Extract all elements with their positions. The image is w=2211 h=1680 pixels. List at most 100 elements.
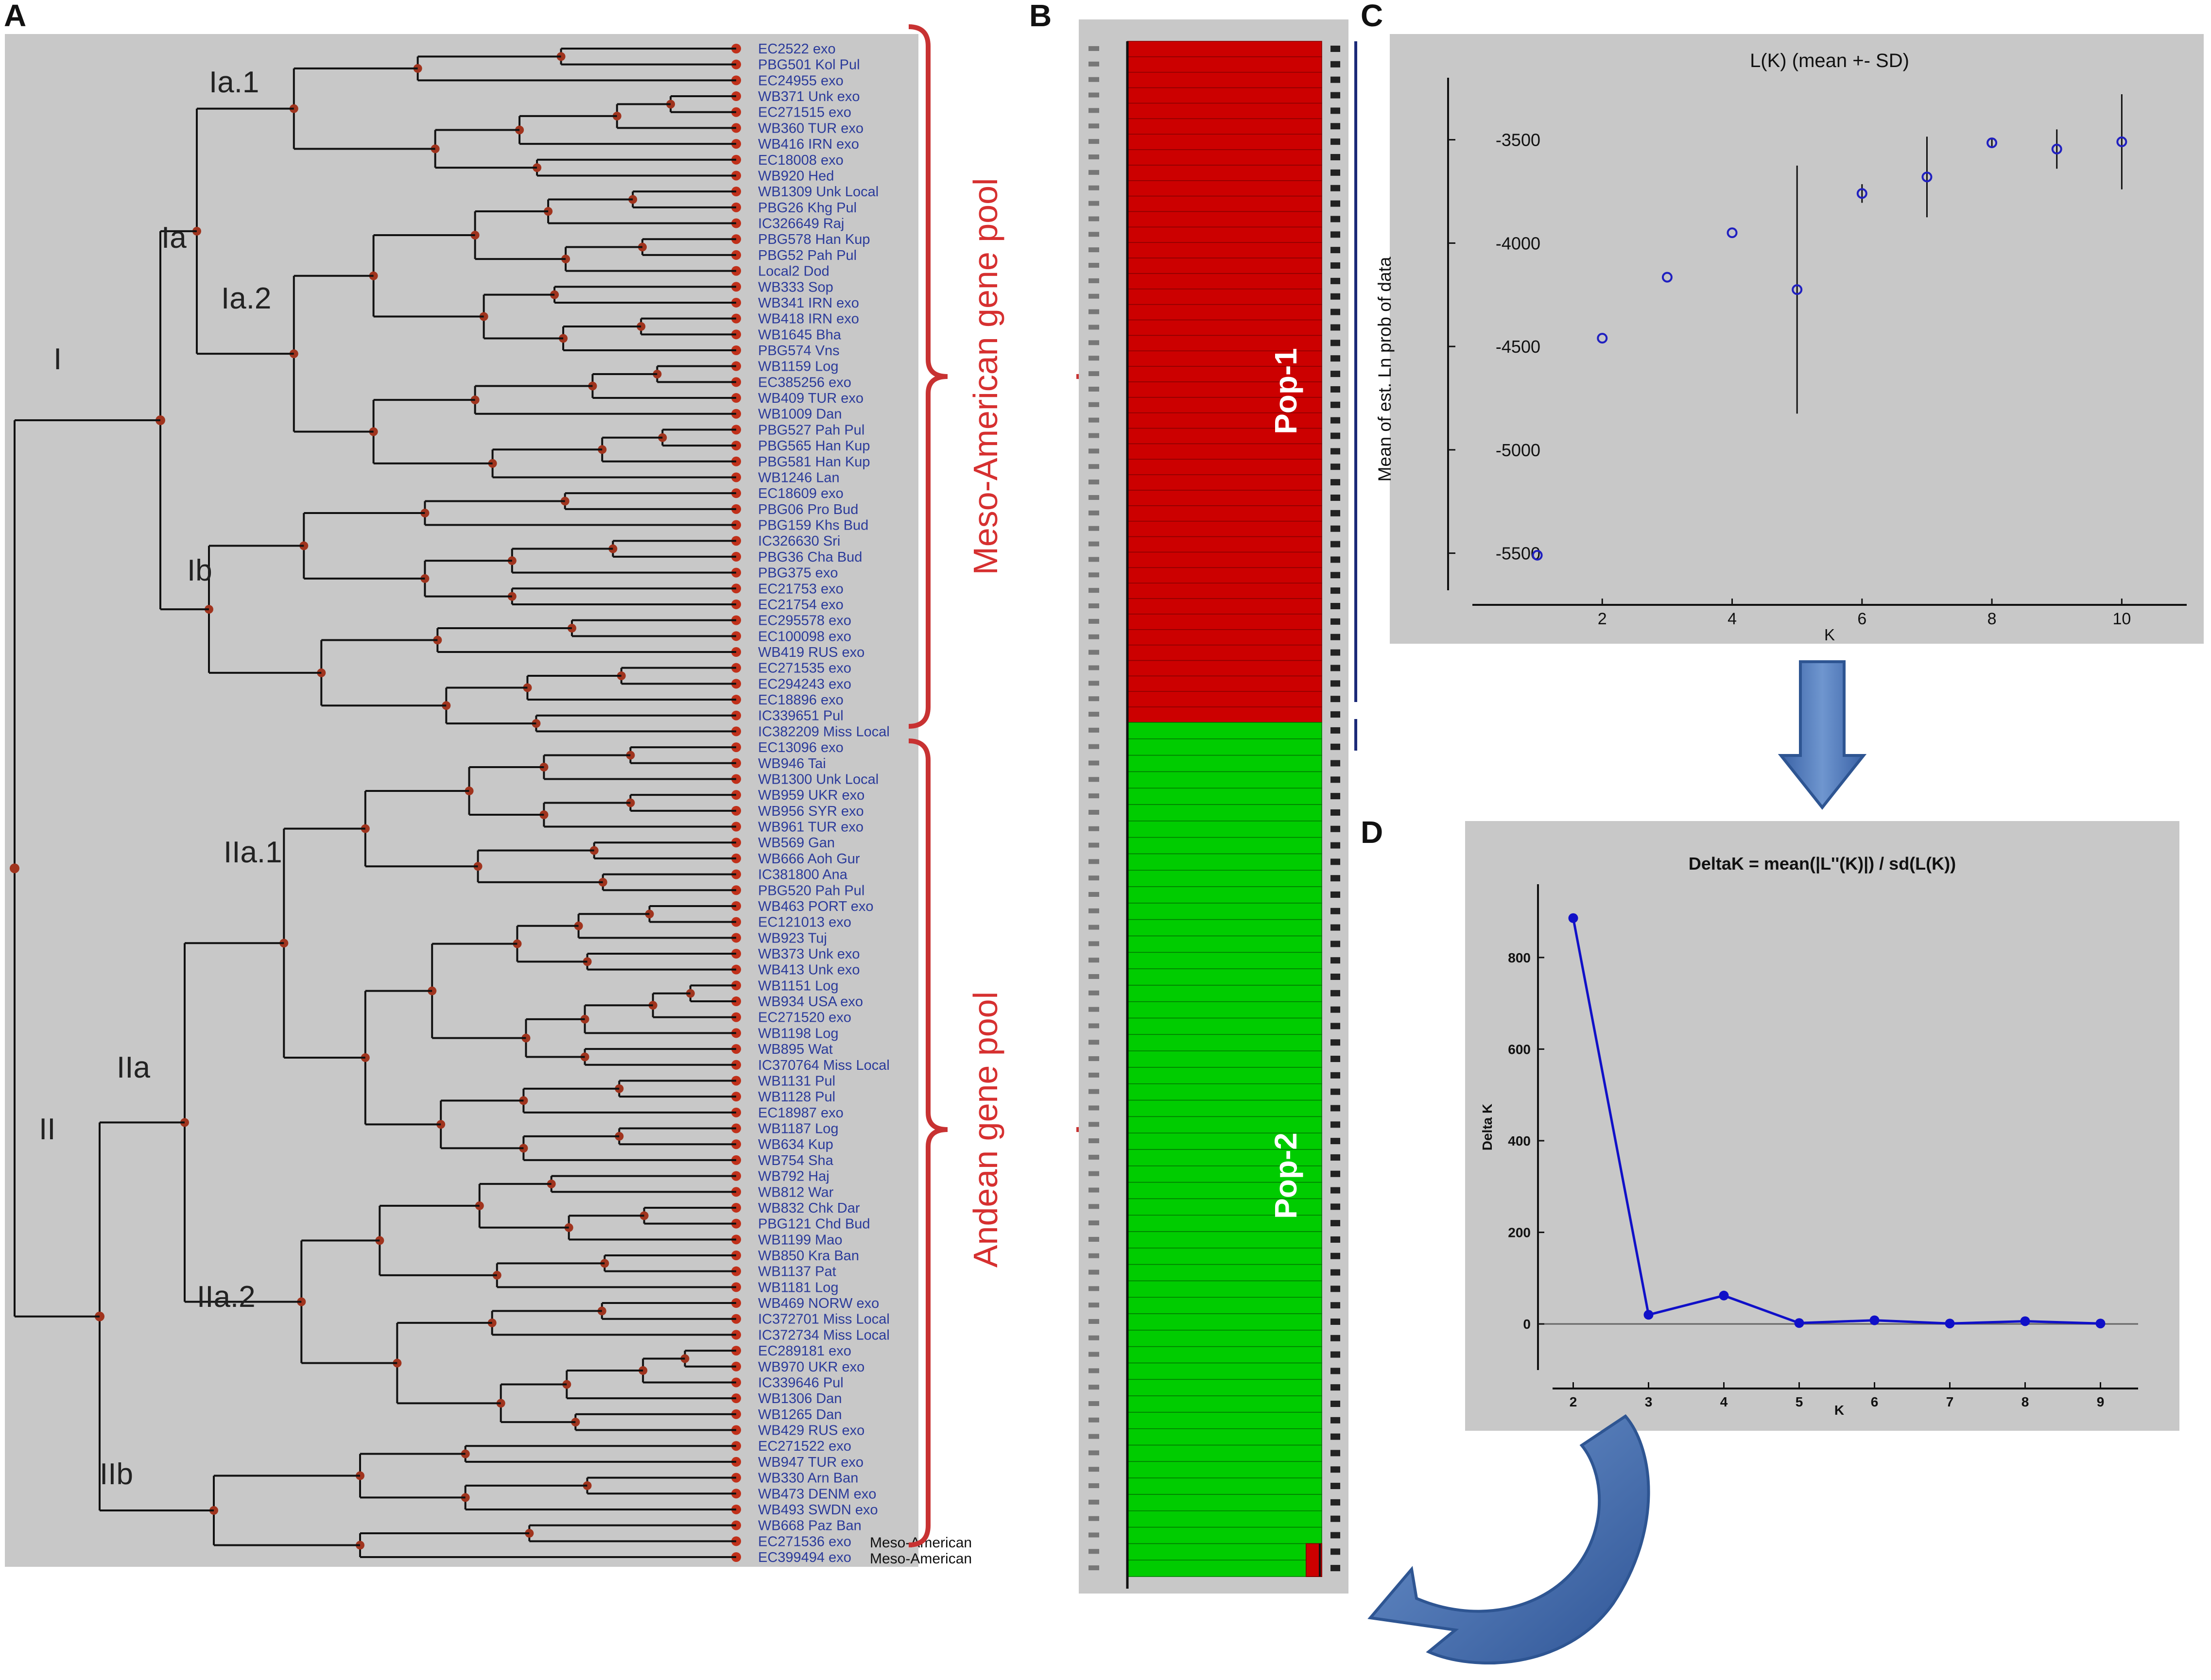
- structure-sample-marker: [1330, 1384, 1340, 1391]
- structure-bar-pop2: [1127, 771, 1322, 789]
- leaf-label: WB1159 Log: [758, 359, 839, 375]
- chart-d-x-tick-label: 3: [1645, 1394, 1653, 1409]
- leaf-label: WB754 Sha: [758, 1153, 834, 1168]
- clade-label-Ia1: Ia.1: [209, 66, 259, 99]
- chart-d-x-tick-label: 9: [2097, 1394, 2105, 1409]
- structure-sample-marker: [1330, 1335, 1340, 1341]
- structure-bar-pop1: [1127, 242, 1322, 258]
- structure-sample-tick: [1088, 958, 1099, 963]
- chart-c-y-tick-label: -3500: [1496, 130, 1540, 150]
- leaf-label: WB1128 Pul: [758, 1089, 835, 1105]
- chart-d-series-line: [1572, 918, 2101, 1325]
- structure-sample-tick: [1088, 201, 1099, 206]
- chart-d-y-tick-label: 800: [1508, 950, 1531, 965]
- chart-c-point: [2051, 143, 2062, 154]
- chart-d-x-tick-label: 4: [1720, 1394, 1728, 1409]
- structure-sample-tick: [1088, 1023, 1099, 1029]
- structure-bar-pop2: [1127, 1362, 1322, 1380]
- structure-bar-pop2: [1127, 1560, 1322, 1577]
- structure-sample-marker: [1330, 1565, 1340, 1572]
- structure-sample-tick: [1088, 402, 1099, 407]
- leaf-label: WB895 Wat: [758, 1042, 833, 1057]
- structure-sample-marker: [1330, 1401, 1340, 1407]
- leaf-label: WB1246 Lan: [758, 470, 840, 485]
- structure-sample-marker: [1330, 92, 1340, 99]
- leaf-label: PBG501 Kol Pul: [758, 57, 860, 73]
- structure-bar-pop2: [1127, 1198, 1322, 1216]
- leaf-label: PBG26 Khg Pul: [758, 200, 857, 216]
- chart-c-point: [1856, 188, 1867, 199]
- leaf-label: PBG574 Vns: [758, 343, 840, 359]
- structure-bar-pop2: [1127, 1313, 1322, 1331]
- leaf-label: IC326649 Raj: [758, 216, 844, 232]
- structure-sample-marker: [1330, 1252, 1340, 1259]
- structure-bar-pop2: [1127, 788, 1322, 805]
- structure-sample-tick: [1088, 1253, 1099, 1258]
- structure-bar-pop2: [1127, 1412, 1322, 1429]
- chart-c-y-tick-label: -4500: [1496, 337, 1540, 357]
- structure-bar-pop2: [1127, 903, 1322, 920]
- structure-sample-tick: [1088, 1516, 1099, 1521]
- structure-sample-tick: [1088, 170, 1099, 175]
- structure-sample-tick: [1088, 464, 1099, 469]
- structure-sample-marker: [1330, 1105, 1340, 1112]
- structure-bar-pop1: [1127, 691, 1322, 707]
- structure-sample-tick: [1088, 650, 1099, 655]
- structure-bar-pop1: [1127, 459, 1322, 475]
- structure-bar-pop1: [1127, 551, 1322, 568]
- structure-sample-marker: [1330, 634, 1340, 640]
- structure-bar-pop2: [1127, 935, 1322, 953]
- structure-bar-pop2: [1127, 1067, 1322, 1084]
- clade-label-I: I: [53, 343, 62, 376]
- structure-sample-marker: [1330, 525, 1340, 532]
- structure-sample-marker: [1330, 1483, 1340, 1490]
- structure-bar-pop2: [1127, 853, 1322, 871]
- clade-label-Ib: Ib: [187, 554, 212, 587]
- leaf-label: WB413 Unk exo: [758, 962, 860, 978]
- leaf-label: IC381800 Ana: [758, 867, 848, 883]
- structure-sample-marker: [1330, 262, 1340, 269]
- leaf-label: IC382209 Miss Local: [758, 724, 890, 739]
- structure-sample-marker: [1330, 891, 1340, 898]
- structure-sample-tick: [1088, 309, 1099, 314]
- structure-bar-pop1: [1127, 660, 1322, 677]
- structure-sample-marker: [1330, 1072, 1340, 1079]
- structure-sample-tick: [1088, 541, 1099, 547]
- dendrogram: [10, 44, 741, 1562]
- leaf-label: EC271520 exo: [758, 1010, 851, 1026]
- structure-sample-marker: [1330, 649, 1340, 656]
- structure-sample-tick: [1088, 1368, 1099, 1373]
- chart-c-x-tick-label: 8: [1987, 610, 1997, 628]
- structure-sample-marker: [1330, 216, 1340, 223]
- structure-sample-marker: [1330, 1368, 1340, 1374]
- structure-sample-marker: [1330, 1236, 1340, 1243]
- leaf-label: EC294243 exo: [758, 676, 851, 692]
- structure-bar-pop1: [1127, 304, 1322, 321]
- structure-bar-pop1: [1127, 474, 1322, 491]
- leaf-label: WB961 TUR exo: [758, 820, 864, 835]
- structure-sample-marker: [1330, 185, 1340, 191]
- structure-sample-tick: [1088, 744, 1099, 749]
- structure-sample-tick: [1088, 1220, 1099, 1226]
- panel-letter-a: A: [4, 0, 26, 33]
- structure-sample-marker: [1330, 776, 1340, 783]
- structure-bar-pop2: [1127, 1034, 1322, 1051]
- structure-bar-pop2: [1127, 1280, 1322, 1298]
- structure-bar-pop1: [1127, 521, 1322, 537]
- structure-sample-marker: [1330, 309, 1340, 315]
- leaf-label: WB634 Kup: [758, 1137, 833, 1152]
- leaf-label: WB469 NORW exo: [758, 1296, 879, 1311]
- leaf-label: WB429 RUS exo: [758, 1423, 864, 1439]
- structure-sample-tick: [1088, 842, 1099, 848]
- structure-bar-pop1: [1127, 289, 1322, 305]
- leaf-label: WB418 IRN exo: [758, 311, 859, 327]
- structure-bar-pop2: [1127, 870, 1322, 887]
- structure-bar-pop2: [1127, 1231, 1322, 1249]
- structure-bar-pop2: [1127, 1248, 1322, 1265]
- structure-bar-pop1: [1127, 335, 1322, 352]
- structure-sample-marker: [1330, 293, 1340, 300]
- leaf-label: WB1306 Dan: [758, 1391, 842, 1406]
- leaf-label: PBG375 exo: [758, 566, 838, 581]
- structure-bar-pop2: [1127, 952, 1322, 969]
- structure-sample-tick: [1088, 1434, 1099, 1439]
